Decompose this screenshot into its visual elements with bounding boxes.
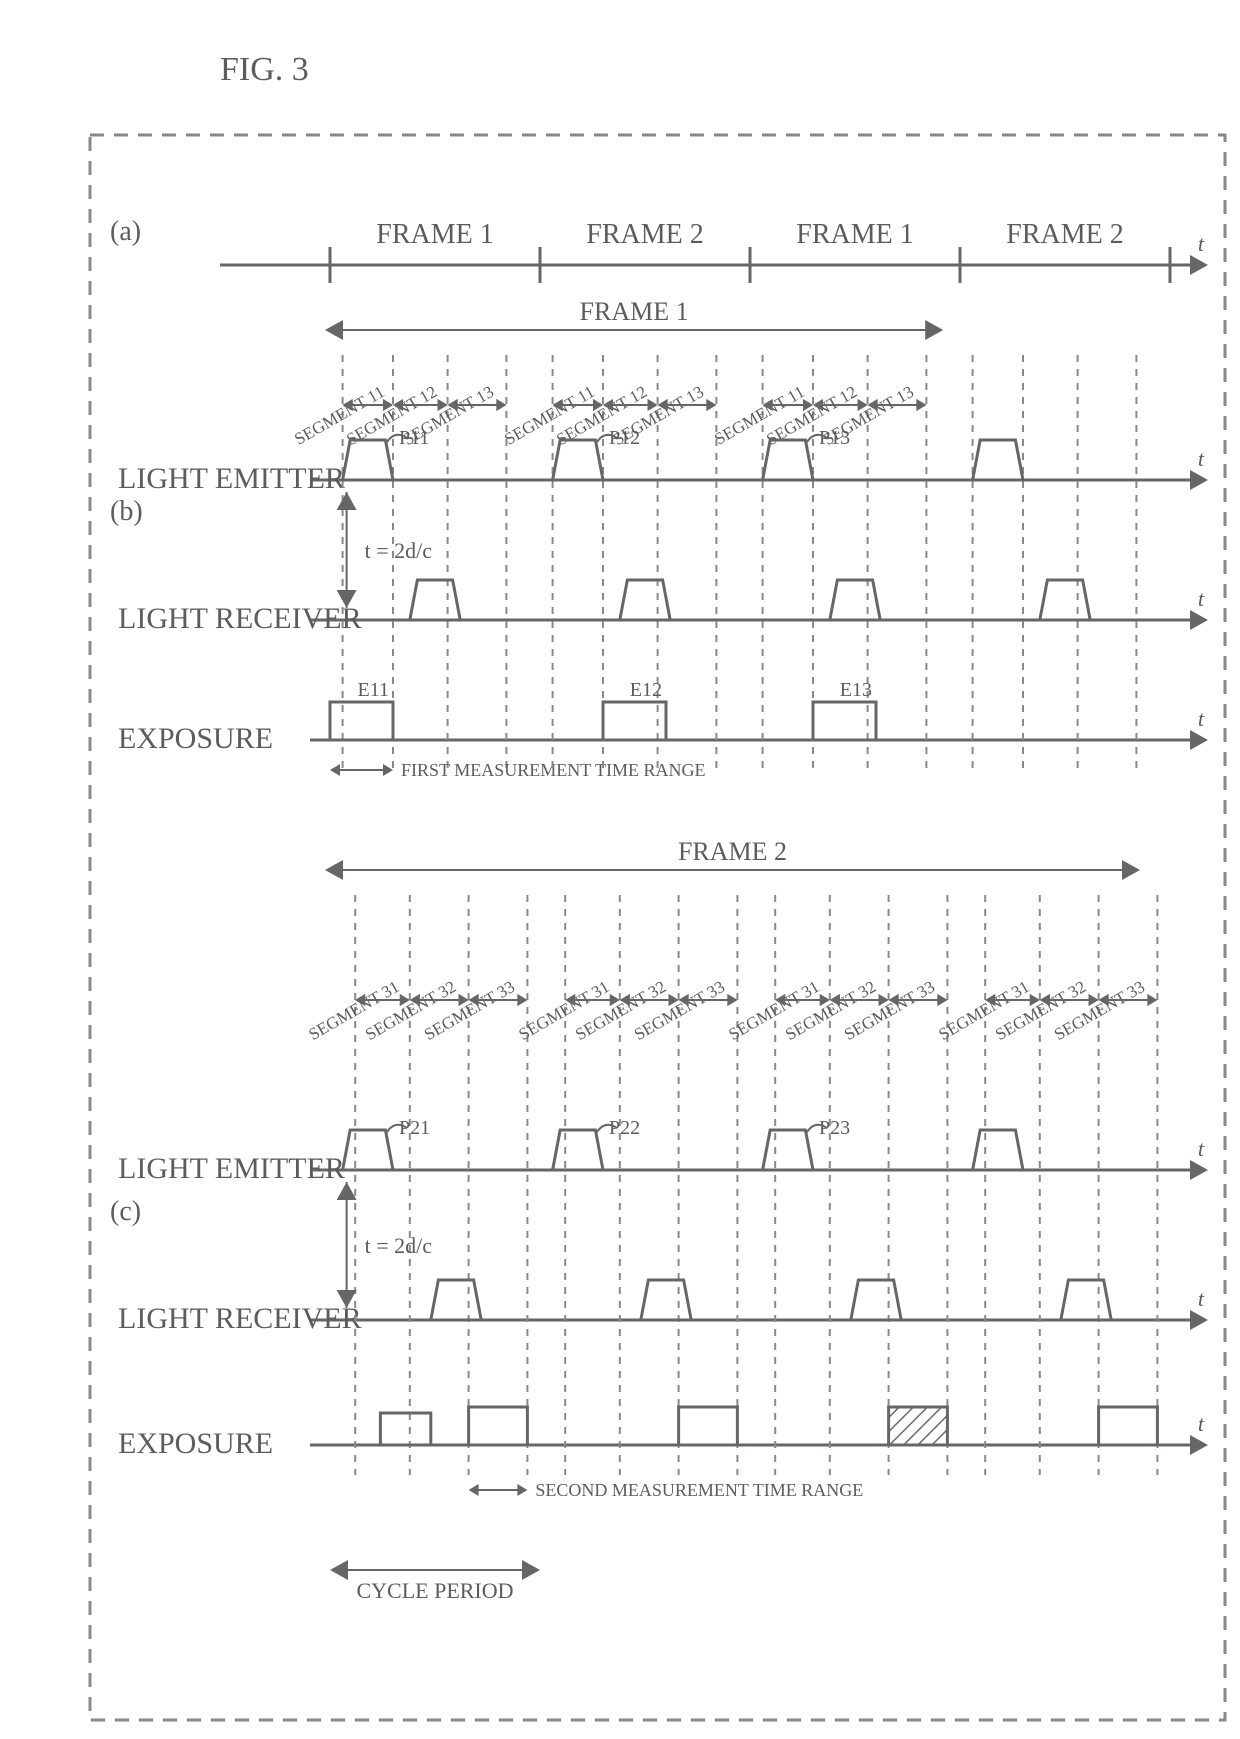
- axis-t-label: t: [1198, 1136, 1205, 1161]
- axis-t-label: t: [1198, 1286, 1205, 1311]
- figure-title: FIG. 3: [220, 51, 309, 88]
- axis-t-label: t: [1198, 446, 1205, 471]
- frame-label: FRAME 2: [586, 219, 703, 250]
- arrow-head: [706, 399, 716, 411]
- frame-span-label: FRAME 2: [678, 837, 787, 866]
- arrow-head: [469, 1484, 479, 1496]
- arrow-head: [925, 320, 943, 340]
- panel-a: (a) t FRAME 1 FRAME 2 FRAME 1 FRAME 2: [110, 216, 1208, 283]
- exposure-pulse: [679, 1407, 738, 1445]
- recv-pulse: [410, 580, 460, 620]
- axis-t-label: t: [1198, 231, 1205, 256]
- panel-c: (c) FRAME 2 t LIGHT EMITTER t LIGHT RECEIVER t…: [110, 837, 1208, 1603]
- arrow-head: [916, 399, 926, 411]
- emit-pulse: [763, 1130, 813, 1170]
- arrow-head: [522, 1560, 540, 1580]
- row-label: EXPOSURE: [118, 1427, 273, 1460]
- emit-pulse: [553, 1130, 603, 1170]
- arrow-head: [1190, 470, 1208, 490]
- exposure-label: E13: [840, 679, 872, 701]
- frame-label: FRAME 1: [376, 219, 493, 250]
- exposure-pulse: [603, 702, 666, 740]
- frame-label: FRAME 1: [796, 219, 913, 250]
- exposure-pulse: [469, 1407, 528, 1445]
- arrow-head: [1190, 1310, 1208, 1330]
- panel-b-label: (b): [110, 496, 143, 527]
- row-label: LIGHT EMITTER: [118, 1152, 345, 1185]
- panel-b: (b) FRAME 1 t LIGHT EMITTER t LIGHT RECEIVER t…: [110, 297, 1208, 780]
- emit-pulse: [973, 440, 1023, 480]
- arrow-head: [1190, 730, 1208, 750]
- row-label: LIGHT EMITTER: [118, 462, 345, 495]
- arrow-head: [517, 994, 527, 1006]
- frame-span-label: FRAME 1: [580, 297, 689, 326]
- recv-pulse: [830, 580, 880, 620]
- row-label: LIGHT RECEIVER: [118, 602, 362, 635]
- row-label: LIGHT RECEIVER: [118, 1302, 362, 1335]
- arrow-head: [1122, 860, 1140, 880]
- arrow-head: [1147, 994, 1157, 1006]
- exposure-label: E12: [630, 679, 662, 701]
- pulse-label: P12: [609, 427, 640, 449]
- axis-t-label: t: [1198, 586, 1205, 611]
- recv-pulse: [1040, 580, 1090, 620]
- figure-svg: FIG. 3 (a) t FRAME 1 FRAME 2 FRAME 1 FRAME 2 (b…: [0, 0, 1240, 1739]
- pulse-label: P23: [819, 1117, 850, 1139]
- arrow-head: [330, 1560, 348, 1580]
- frame-label: FRAME 2: [1006, 219, 1123, 250]
- emit-pulse: [343, 1130, 393, 1170]
- arrow-head: [325, 860, 343, 880]
- range-label: SECOND MEASUREMENT TIME RANGE: [535, 1480, 863, 1500]
- recv-pulse: [1061, 1280, 1111, 1320]
- emit-pulse: [343, 440, 393, 480]
- exposure-pulse: [330, 702, 393, 740]
- exposure-pulse: [889, 1407, 948, 1445]
- arrow-head: [937, 994, 947, 1006]
- delay-label: t = 2d/c: [365, 538, 433, 563]
- arrow-head: [496, 399, 506, 411]
- exposure-pulse: [813, 702, 876, 740]
- delay-label: t = 2d/c: [365, 1233, 433, 1258]
- exposure-label: E11: [358, 679, 389, 701]
- arrow-head: [517, 1484, 527, 1496]
- arrow-head: [1190, 1160, 1208, 1180]
- panel-c-label: (c): [110, 1196, 141, 1227]
- arrow-head: [727, 994, 737, 1006]
- recv-pulse: [620, 580, 670, 620]
- cycle-period-label: CYCLE PERIOD: [356, 1578, 513, 1603]
- arrow-head: [1190, 1435, 1208, 1455]
- recv-pulse: [641, 1280, 691, 1320]
- panel-a-label: (a): [110, 216, 141, 247]
- pulse-label: P11: [399, 427, 429, 449]
- arrow-head: [330, 764, 340, 776]
- arrow-head: [1190, 255, 1208, 275]
- pulse-label: P13: [819, 427, 850, 449]
- exposure-pulse: [380, 1413, 430, 1445]
- arrow-head: [383, 764, 393, 776]
- pulse-label: P21: [399, 1117, 430, 1139]
- axis-t-label: t: [1198, 706, 1205, 731]
- axis-t-label: t: [1198, 1411, 1205, 1436]
- row-label: EXPOSURE: [118, 722, 273, 755]
- pulse-label: P22: [609, 1117, 640, 1139]
- recv-pulse: [431, 1280, 481, 1320]
- arrow-head: [1190, 610, 1208, 630]
- emit-pulse: [763, 440, 813, 480]
- emit-pulse: [553, 440, 603, 480]
- emit-pulse: [973, 1130, 1023, 1170]
- recv-pulse: [851, 1280, 901, 1320]
- arrow-head: [325, 320, 343, 340]
- exposure-pulse: [1099, 1407, 1158, 1445]
